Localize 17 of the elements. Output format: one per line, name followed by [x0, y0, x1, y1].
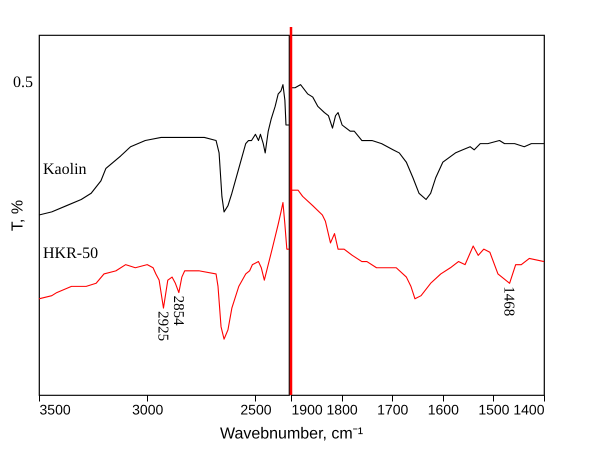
x-tick-label: 1600	[428, 402, 460, 418]
x-tick-label: 3000	[132, 402, 164, 418]
x-axis-title: Wavebnumber, cm⁻¹	[220, 426, 364, 442]
x-tick-label: 1800	[326, 402, 358, 418]
x-tick-label: 2500	[240, 402, 272, 418]
annotation: 2854	[170, 296, 186, 326]
y-axis-title: T, %	[10, 200, 26, 232]
x-tick-label: 1500	[478, 402, 510, 418]
series-label: Kaolin	[43, 161, 87, 178]
x-tick-label: 3500	[40, 402, 71, 418]
text: 0.5	[13, 74, 33, 91]
x-tick-label: 1400	[513, 402, 545, 418]
annotation: 1468	[500, 286, 517, 316]
annotation: 2925	[154, 311, 170, 342]
x-tick-label: 1900	[292, 402, 323, 418]
x-tick-label: 1700	[377, 402, 408, 418]
series-label: HKR-50	[43, 244, 98, 262]
